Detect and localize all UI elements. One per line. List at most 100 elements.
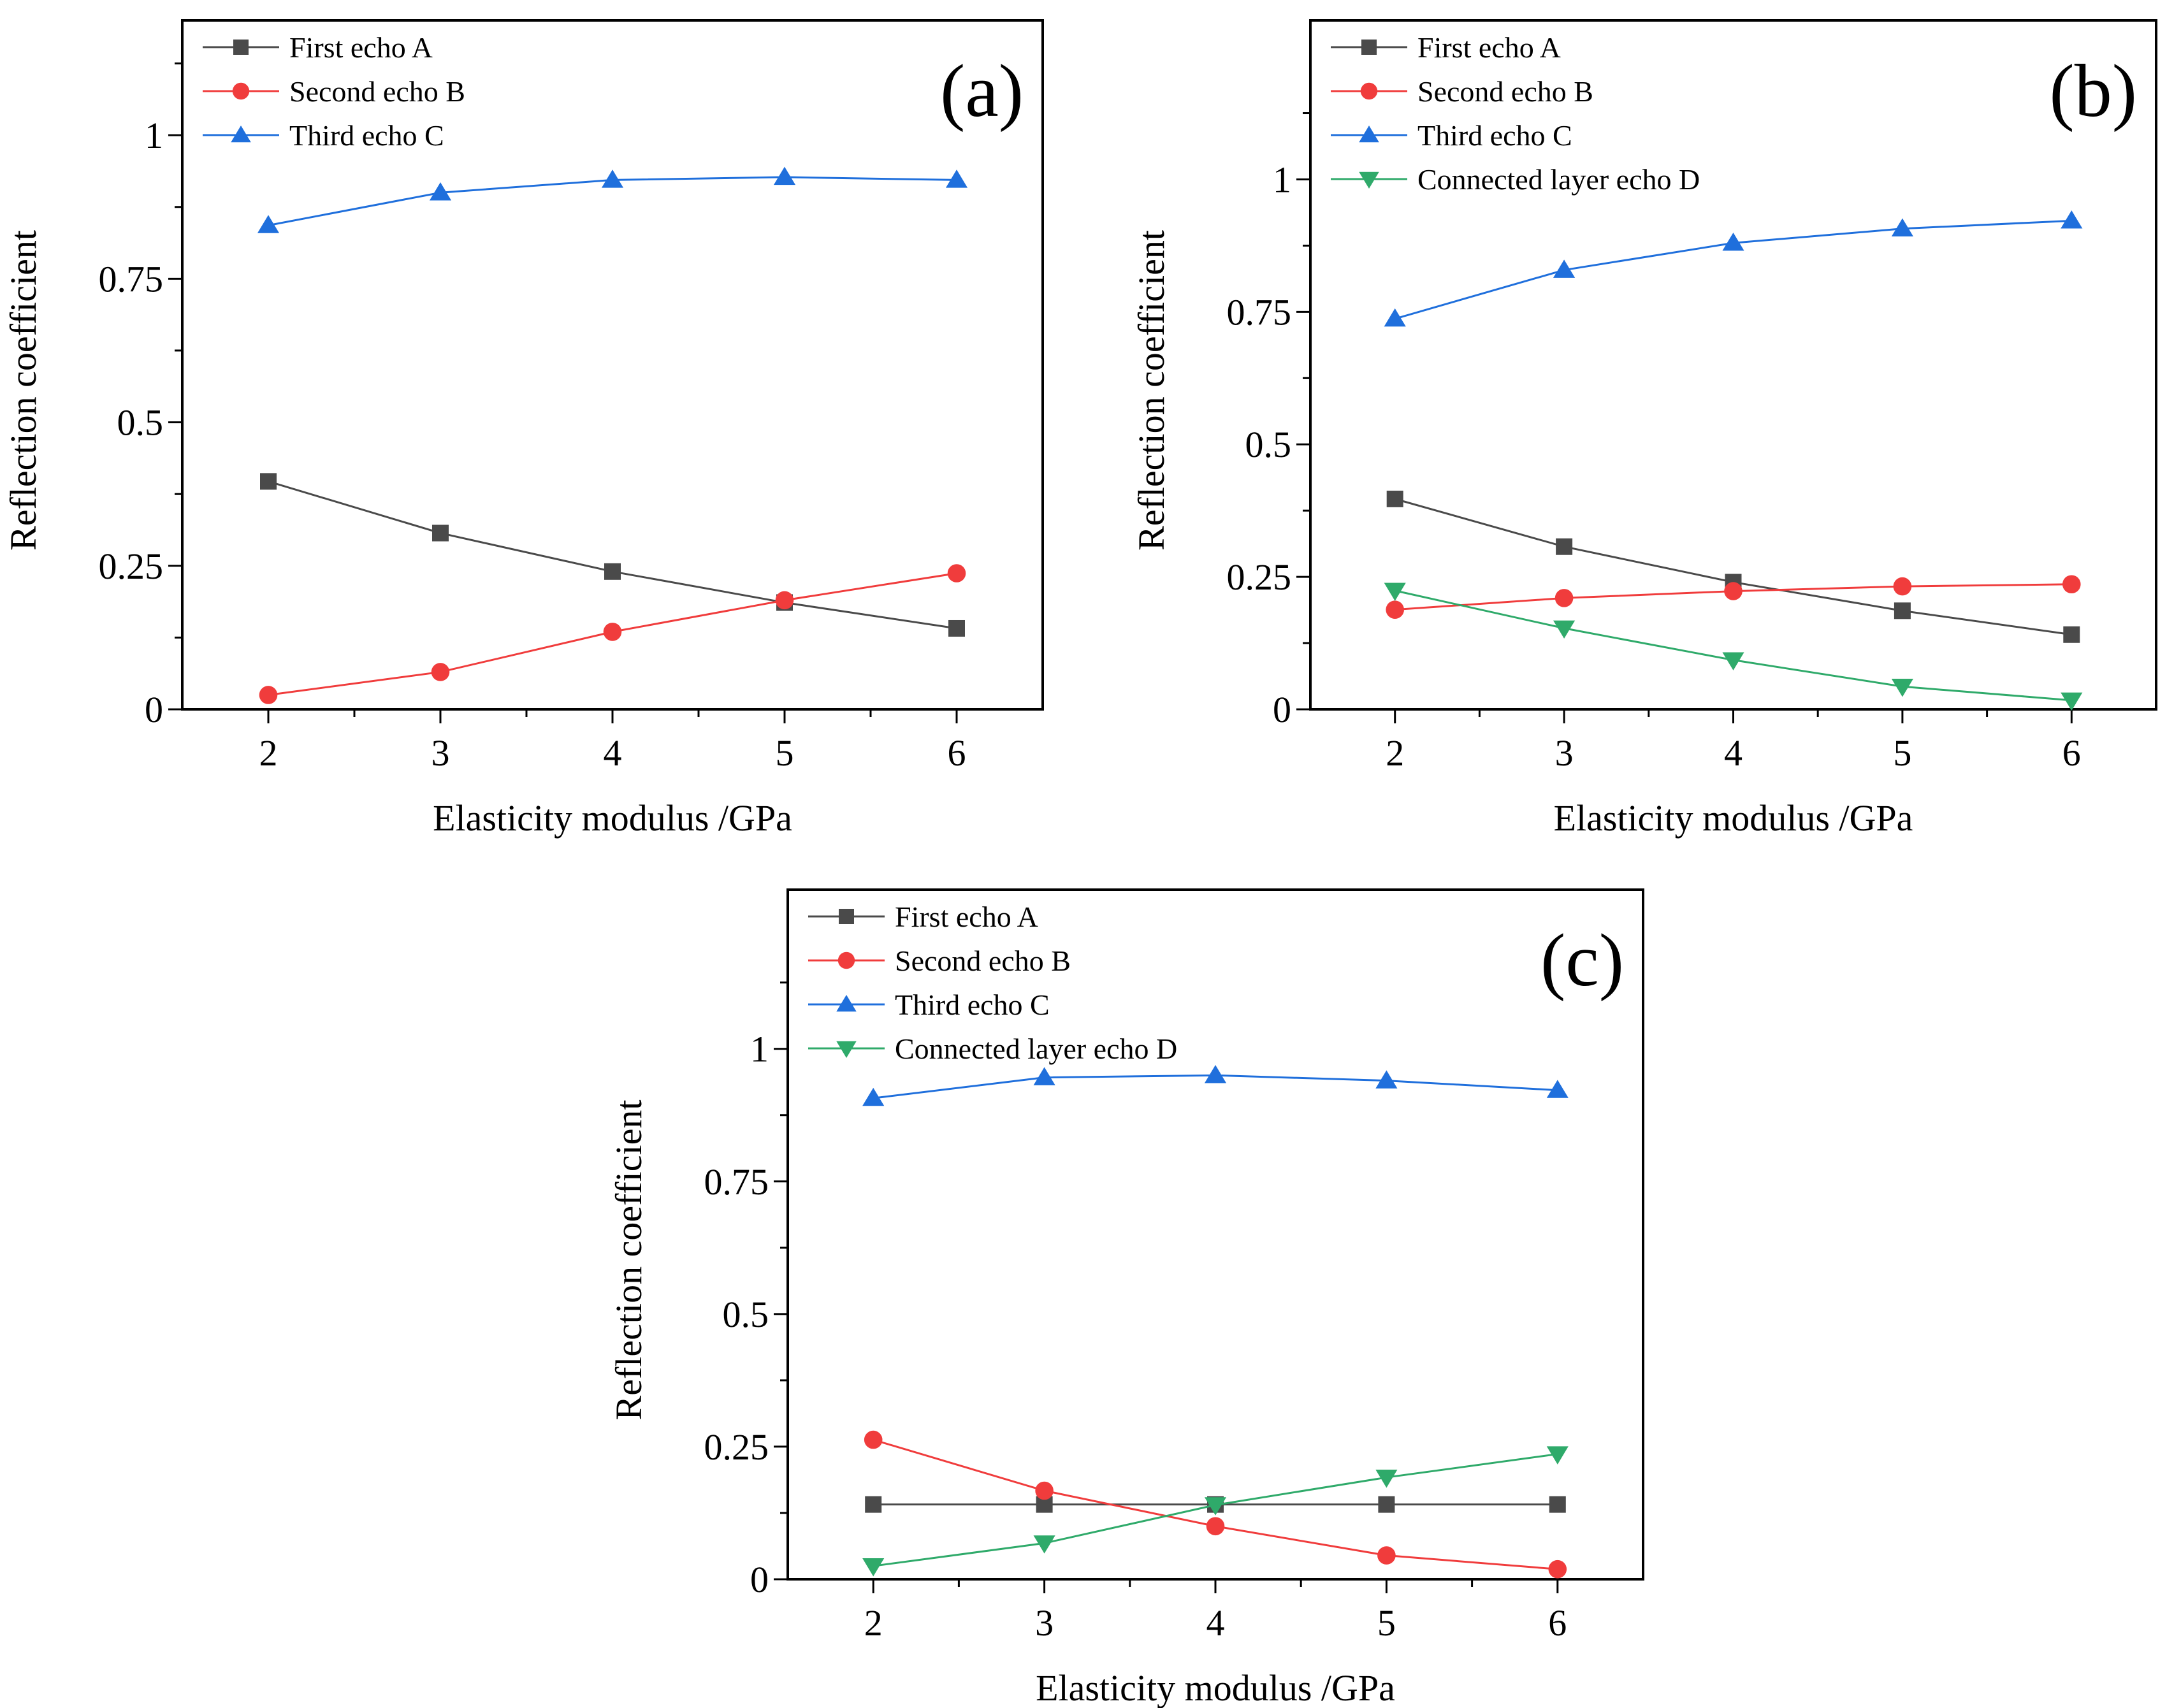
x-tick-label: 4 (604, 732, 622, 774)
legend-label: Third echo C (289, 119, 444, 152)
legend-label: Second echo B (1417, 75, 1593, 108)
data-point (947, 564, 966, 583)
data-point (601, 170, 624, 188)
y-tick-label: 0 (750, 1559, 769, 1600)
data-point (1554, 589, 1574, 607)
data-point (257, 215, 280, 233)
data-point (1893, 577, 1912, 596)
legend-marker (233, 40, 249, 55)
legend-label: Connected layer echo D (1417, 163, 1700, 196)
data-point (1204, 1065, 1227, 1083)
data-point (1891, 679, 1913, 697)
data-point (1722, 652, 1744, 670)
x-tick-label: 6 (948, 732, 966, 774)
data-point (603, 623, 622, 641)
y-tick-label: 0.75 (1227, 291, 1292, 333)
data-point (1377, 1546, 1396, 1565)
chart-panel-1: 2 3 4 5 6 0 0.25 0.5 0.75 1 Elasticity modulus /GP… (3, 19, 1044, 839)
data-point (259, 686, 278, 704)
y-tick-label: 0.25 (1227, 556, 1292, 598)
legend-marker (1359, 171, 1379, 189)
legend: First echo A Second echo B Third echo C Con… (1331, 31, 1700, 196)
legend-marker (232, 82, 250, 100)
data-point (1375, 1470, 1398, 1488)
series-line (268, 480, 957, 630)
x-axis-title: Elasticity modulus /GPa (433, 797, 792, 839)
data-point (1033, 1067, 1055, 1085)
data-point (1556, 538, 1573, 555)
series-second-echo-b (1386, 575, 2081, 619)
data-point (1549, 1496, 1566, 1513)
x-tick-label: 6 (1548, 1602, 1567, 1644)
y-tick-label: 0.5 (117, 402, 164, 444)
legend-marker (839, 909, 854, 924)
data-point (260, 473, 277, 490)
y-tick-label: 0.25 (99, 546, 164, 587)
x-tick-label: 2 (259, 732, 278, 774)
data-point (1378, 1496, 1395, 1513)
series-connected-layer-echo-d (862, 1446, 1569, 1577)
series-first-echo-a (1386, 490, 2080, 643)
legend-label: First echo A (289, 31, 433, 64)
data-point (1386, 490, 1403, 507)
data-point (1386, 600, 1404, 619)
y-axis-title: Reflection coefficient (3, 230, 44, 551)
legend-marker (1361, 40, 1377, 55)
data-point (1546, 1080, 1569, 1098)
data-point (1384, 308, 1406, 327)
x-tick-label: 4 (1724, 732, 1743, 774)
x-tick-label: 5 (1893, 732, 1911, 774)
series-connected-layer-echo-d (1384, 583, 2083, 711)
y-tick-label: 0 (1273, 689, 1291, 730)
legend-label: First echo A (895, 901, 1038, 933)
data-point (1724, 582, 1743, 600)
data-point (1204, 1497, 1227, 1516)
legend: First echo A Second echo B Third echo C (203, 31, 465, 152)
data-point (2061, 692, 2083, 711)
data-point (773, 166, 796, 185)
data-point (775, 591, 794, 610)
x-tick-label: 5 (1377, 1602, 1396, 1644)
data-point (1384, 583, 1406, 601)
x-tick-label: 2 (1386, 732, 1404, 774)
series-third-echo-c (1384, 210, 2083, 327)
y-tick-label: 1 (145, 115, 163, 156)
y-axis-title: Reflection coefficient (1131, 230, 1172, 551)
x-tick-label: 3 (1035, 1602, 1054, 1644)
y-tick-label: 1 (750, 1029, 769, 1070)
y-tick-label: 0.75 (704, 1161, 769, 1203)
data-point (431, 663, 450, 681)
legend-label: First echo A (1417, 31, 1561, 64)
chart-panel-3: 2 3 4 5 6 0 0.25 0.5 0.75 1 Elasticity modulus /GP… (608, 888, 1644, 1708)
y-axis-title: Reflection coefficient (608, 1100, 649, 1421)
data-point (429, 182, 452, 201)
series-first-echo-a (260, 473, 965, 637)
data-point (862, 1087, 885, 1106)
data-point (1894, 602, 1911, 619)
y-tick-label: 0 (145, 689, 163, 730)
legend-label: Third echo C (1417, 119, 1572, 152)
y-tick-label: 0.25 (704, 1426, 769, 1468)
data-point (2063, 626, 2080, 643)
data-point (432, 525, 449, 542)
legend-marker (1360, 82, 1378, 100)
data-point (1553, 259, 1576, 278)
legend: First echo A Second echo B Third echo C Con… (808, 901, 1177, 1065)
series-second-echo-b (864, 1430, 1567, 1579)
x-tick-label: 6 (2062, 732, 2081, 774)
y-tick-label: 0.75 (99, 258, 164, 300)
data-point (1375, 1070, 1398, 1089)
data-point (1033, 1535, 1055, 1554)
x-tick-label: 3 (431, 732, 450, 774)
legend-marker (836, 995, 857, 1012)
data-point (1548, 1560, 1567, 1579)
data-point (2061, 210, 2083, 229)
panel-label: (b) (2049, 49, 2137, 133)
series-third-echo-c (257, 166, 968, 233)
data-point (1546, 1446, 1569, 1465)
chart-panel-2: 2 3 4 5 6 0 0.25 0.5 0.75 1 Elasticity modulus /GP… (1131, 19, 2157, 839)
x-axis-title: Elasticity modulus /GPa (1036, 1667, 1395, 1708)
x-tick-label: 4 (1206, 1602, 1225, 1644)
data-point (862, 1558, 885, 1577)
